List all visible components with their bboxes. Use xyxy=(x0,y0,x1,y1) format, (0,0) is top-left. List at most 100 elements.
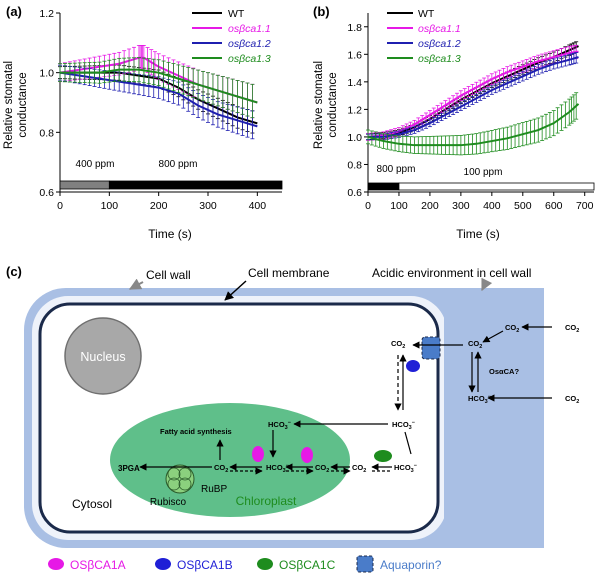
legend-osbca1b: OSβCA1B xyxy=(177,558,233,572)
panel-a-treatment-400: 400 ppm xyxy=(76,159,115,170)
rubisco-icon xyxy=(165,464,195,494)
panel-a-axes: 0.6 0.8 1.0 1.2 0 100 200 300 400 xyxy=(39,8,283,212)
species-co2-outside-top: CO2 xyxy=(565,323,579,334)
acidic-region xyxy=(444,288,544,548)
panel-b-treatment-100: 100 ppm xyxy=(464,167,503,178)
panel-b-ytick-label: 1.8 xyxy=(347,22,362,34)
species-co2-wall: CO2 xyxy=(468,339,482,350)
legend-osbca1a-swatch xyxy=(48,558,64,570)
panel-a-treatment-800: 800 ppm xyxy=(159,159,198,170)
rubisco-label: Rubisco xyxy=(150,497,187,508)
fatty-acid-label: Fatty acid synthesis xyxy=(160,427,232,436)
panel-c-label: (c) xyxy=(6,264,22,279)
panel-a-xtick-label: 200 xyxy=(150,200,168,212)
panel-b-xtick-label: 300 xyxy=(452,200,470,212)
panel-b-xlabel: Time (s) xyxy=(456,227,500,241)
legend-b-osbca12: osβca1.2 xyxy=(418,38,461,50)
cell-wall-arrow xyxy=(128,278,144,290)
legend-a-wt: WT xyxy=(228,8,245,20)
panel-a-xlabel: Time (s) xyxy=(148,227,192,241)
species-co2-chloro-right: CO2 xyxy=(315,463,329,474)
panel-b-xtick-label: 400 xyxy=(483,200,501,212)
panel-a-errorbars-1 xyxy=(58,45,255,119)
panel-b-label: (b) xyxy=(313,4,330,19)
species-co2-cytosol: CO2 xyxy=(352,463,366,474)
legend-b-wt: WT xyxy=(418,8,435,20)
legend-b-osbca13: osβca1.3 xyxy=(418,53,461,65)
panel-b-treatment-segment xyxy=(398,182,595,191)
panel-b-xtick-label: 100 xyxy=(390,200,408,212)
osbca1c-enzyme xyxy=(374,450,392,462)
panel-a-xtick-label: 300 xyxy=(199,200,217,212)
panel-a-xtick-label: 400 xyxy=(249,200,267,212)
cytosol-label: Cytosol xyxy=(72,497,112,511)
panel-b-ytick-label: 1.2 xyxy=(347,104,362,116)
legend-a-osbca13: osβca1.3 xyxy=(228,53,271,65)
chloroplast-label: Chloroplast xyxy=(236,494,297,508)
panel-a-treatment-segment xyxy=(59,180,110,190)
panel-b-ytick-label: 0.8 xyxy=(347,159,362,171)
legend-osbca1c-swatch xyxy=(257,558,273,570)
legend-aquaporin-swatch xyxy=(356,555,374,573)
panel-a-treatment-segment xyxy=(108,180,283,190)
osbca1a-enzyme-right xyxy=(301,447,313,463)
panel-a-label: (a) xyxy=(6,4,22,19)
panel-a-ylabel-line2: conductance xyxy=(17,72,29,137)
legend-a-osbca11: osβca1.1 xyxy=(228,23,271,35)
panel-b-xtick-label: 600 xyxy=(545,200,563,212)
panel-c: (c) Cell wall Cell membrane Acidic envir… xyxy=(6,264,579,548)
panel-b-series-line-3 xyxy=(367,103,580,147)
panel-b-ytick-label: 0.6 xyxy=(347,187,362,199)
nucleus-label: Nucleus xyxy=(80,350,125,364)
panel-a-errorbars-0 xyxy=(58,64,255,134)
panel-b-ylabel-line1: Relative stomatal xyxy=(313,61,325,149)
panel-b-ytick-label: 1.4 xyxy=(347,77,362,89)
panel-b-xtick-label: 500 xyxy=(514,200,532,212)
panel-b-ylabel-line2: conductance xyxy=(327,72,339,137)
panel-a-legend: WT osβca1.1 osβca1.2 osβca1.3 xyxy=(192,8,271,65)
panel-a-ylabel-line1: Relative stomatal xyxy=(3,61,15,149)
legend-b-osbca11: osβca1.1 xyxy=(418,23,461,35)
panel-a: (a) 0.6 0.8 1.0 1.2 0 100 200 300 400 Time (s) R… xyxy=(3,4,283,241)
panel-a-ytick-label: 0.8 xyxy=(39,127,54,139)
rubp-label: RuBP xyxy=(201,484,227,495)
legend-osbca1a: OSβCA1A xyxy=(70,558,126,572)
panel-b-treatment-segment xyxy=(367,182,400,191)
species-hco3-chloro-top: HCO3− xyxy=(268,420,291,431)
panel-b-series-line-1 xyxy=(367,50,579,138)
species-co2-membrane: CO2 xyxy=(391,339,405,350)
legend-aquaporin: Aquaporin? xyxy=(380,558,442,572)
panel-a-series-line-3 xyxy=(60,68,258,104)
species-hco3-cytosol-low: HCO3− xyxy=(394,463,417,474)
panel-a-ytick-label: 1.2 xyxy=(39,8,54,20)
species-co2-wall-top: CO2 xyxy=(505,323,519,334)
panel-a-ytick-label: 1.0 xyxy=(39,68,54,80)
nucleus xyxy=(64,317,142,395)
species-co2-outside-bottom: CO2 xyxy=(565,394,579,405)
species-co2-chloro: CO2 xyxy=(214,463,228,474)
panel-b-axes: 0.6 0.8 1.0 1.2 1.4 1.6 1.8 0 100 200 300 400 500 600… xyxy=(347,13,595,212)
osaca-label: OsαCA? xyxy=(489,367,519,376)
panel-b-xtick-label: 0 xyxy=(365,200,371,212)
panel-a-ytick-label: 0.6 xyxy=(39,187,54,199)
panel-a-xtick-label: 0 xyxy=(57,200,63,212)
panel-a-series-line-2 xyxy=(59,71,258,128)
panel-b-series-line-2 xyxy=(368,56,579,138)
acidic-arrow xyxy=(481,277,493,292)
bottom-legend: OSβCA1A OSβCA1B OSβCA1C Aquaporin? xyxy=(48,555,442,573)
legend-osbca1c: OSβCA1C xyxy=(279,558,336,572)
legend-a-osbca12: osβca1.2 xyxy=(228,38,271,50)
pga-label: 3PGA xyxy=(118,464,140,473)
panel-b-ytick-label: 1.6 xyxy=(347,49,362,61)
panel-b-ytick-label: 1.0 xyxy=(347,132,362,144)
panel-b-treatment-800: 800 ppm xyxy=(377,164,416,175)
cell-membrane-arrow xyxy=(224,280,247,301)
panel-b-xtick-label: 200 xyxy=(421,200,439,212)
panel-b-legend: WT osβca1.1 osβca1.2 osβca1.3 xyxy=(387,8,461,65)
chloroplast xyxy=(110,403,350,517)
cell-wall-label: Cell wall xyxy=(146,268,191,282)
panel-b: (b) 0.6 0.8 1.0 1.2 1.4 1.6 1.8 0 100 200 300 400 50… xyxy=(313,4,595,241)
panel-b-xtick-label: 700 xyxy=(576,200,594,212)
osbca1a-enzyme-left xyxy=(252,446,264,462)
